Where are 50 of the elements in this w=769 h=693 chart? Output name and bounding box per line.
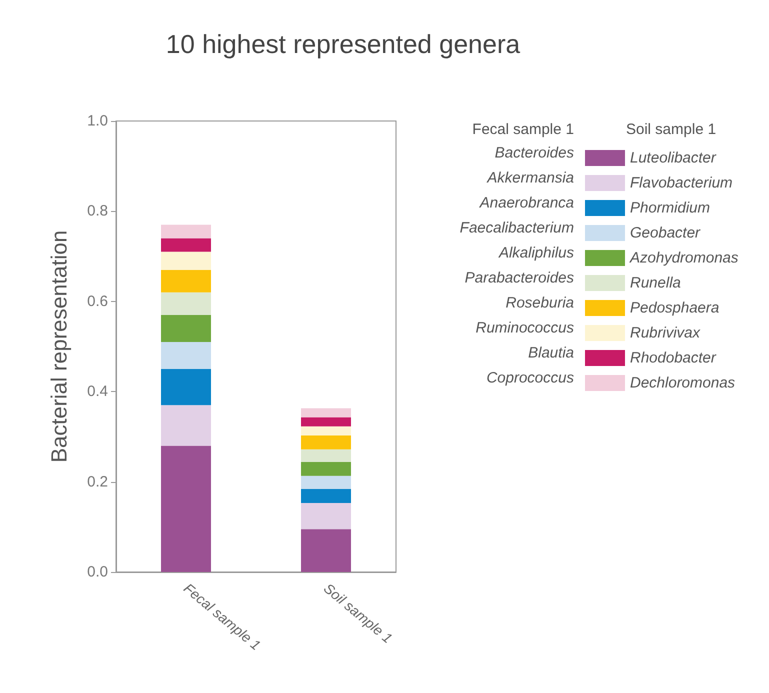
text: Parabacteroides — [464, 270, 574, 286]
y-tick-label: 1.0 — [87, 112, 108, 130]
bar — [161, 252, 211, 270]
text: Roseburia — [506, 294, 574, 312]
legend-label: Azohydromonas — [629, 250, 739, 266]
bar — [161, 369, 211, 406]
legend-label: Rhodobacter — [630, 350, 717, 366]
chart-title: 10 highest represented genera — [166, 29, 521, 59]
y-axis-title: Bacterial representation — [46, 230, 72, 463]
bar — [161, 238, 211, 252]
legend-label: Flavobacterium — [630, 174, 733, 192]
text: Ruminococcus — [476, 320, 574, 336]
bar — [301, 476, 351, 490]
bar — [161, 446, 211, 572]
text: Fecal sample 1 — [472, 121, 574, 138]
legend-label: Luteolibacter — [630, 150, 717, 166]
text: Coprococcus — [486, 370, 574, 386]
y-tick-label: 0.0 — [87, 564, 108, 580]
bar — [301, 529, 351, 572]
bar — [301, 462, 351, 476]
legend-title: Soil sample 1 — [626, 121, 716, 138]
legend-label: Geobacter — [630, 224, 702, 242]
y-tick-label: 0.6 — [87, 292, 108, 310]
bar — [301, 417, 351, 426]
bar — [301, 489, 351, 503]
bar — [161, 342, 211, 370]
y-tick-label: 0.4 — [87, 383, 108, 400]
legend-label: Runella — [630, 274, 681, 292]
text: Anaerobranca — [478, 194, 574, 212]
text: Blautia — [528, 344, 574, 362]
bar — [301, 502, 351, 530]
text: Bacteroides — [494, 144, 574, 162]
legend-label: Dechloromonas — [630, 374, 736, 392]
bar — [301, 449, 351, 462]
bar — [301, 435, 351, 450]
bar — [301, 426, 351, 436]
bar — [161, 224, 211, 238]
legend-label: Phormidium — [630, 200, 710, 216]
bar — [161, 405, 211, 446]
text: Akkermansia — [486, 170, 574, 186]
bar — [301, 408, 351, 418]
bar — [161, 314, 211, 342]
text: Alkaliphilus — [498, 244, 574, 262]
bar — [161, 270, 211, 292]
legend-label: Rubrivivax — [630, 324, 701, 342]
y-tick-label: 0.2 — [87, 473, 108, 490]
y-tick-label: 0.8 — [87, 202, 108, 220]
text: Faecalibacterium — [460, 220, 574, 236]
bar — [161, 292, 211, 315]
legend-label: Pedosphaera — [630, 300, 720, 316]
